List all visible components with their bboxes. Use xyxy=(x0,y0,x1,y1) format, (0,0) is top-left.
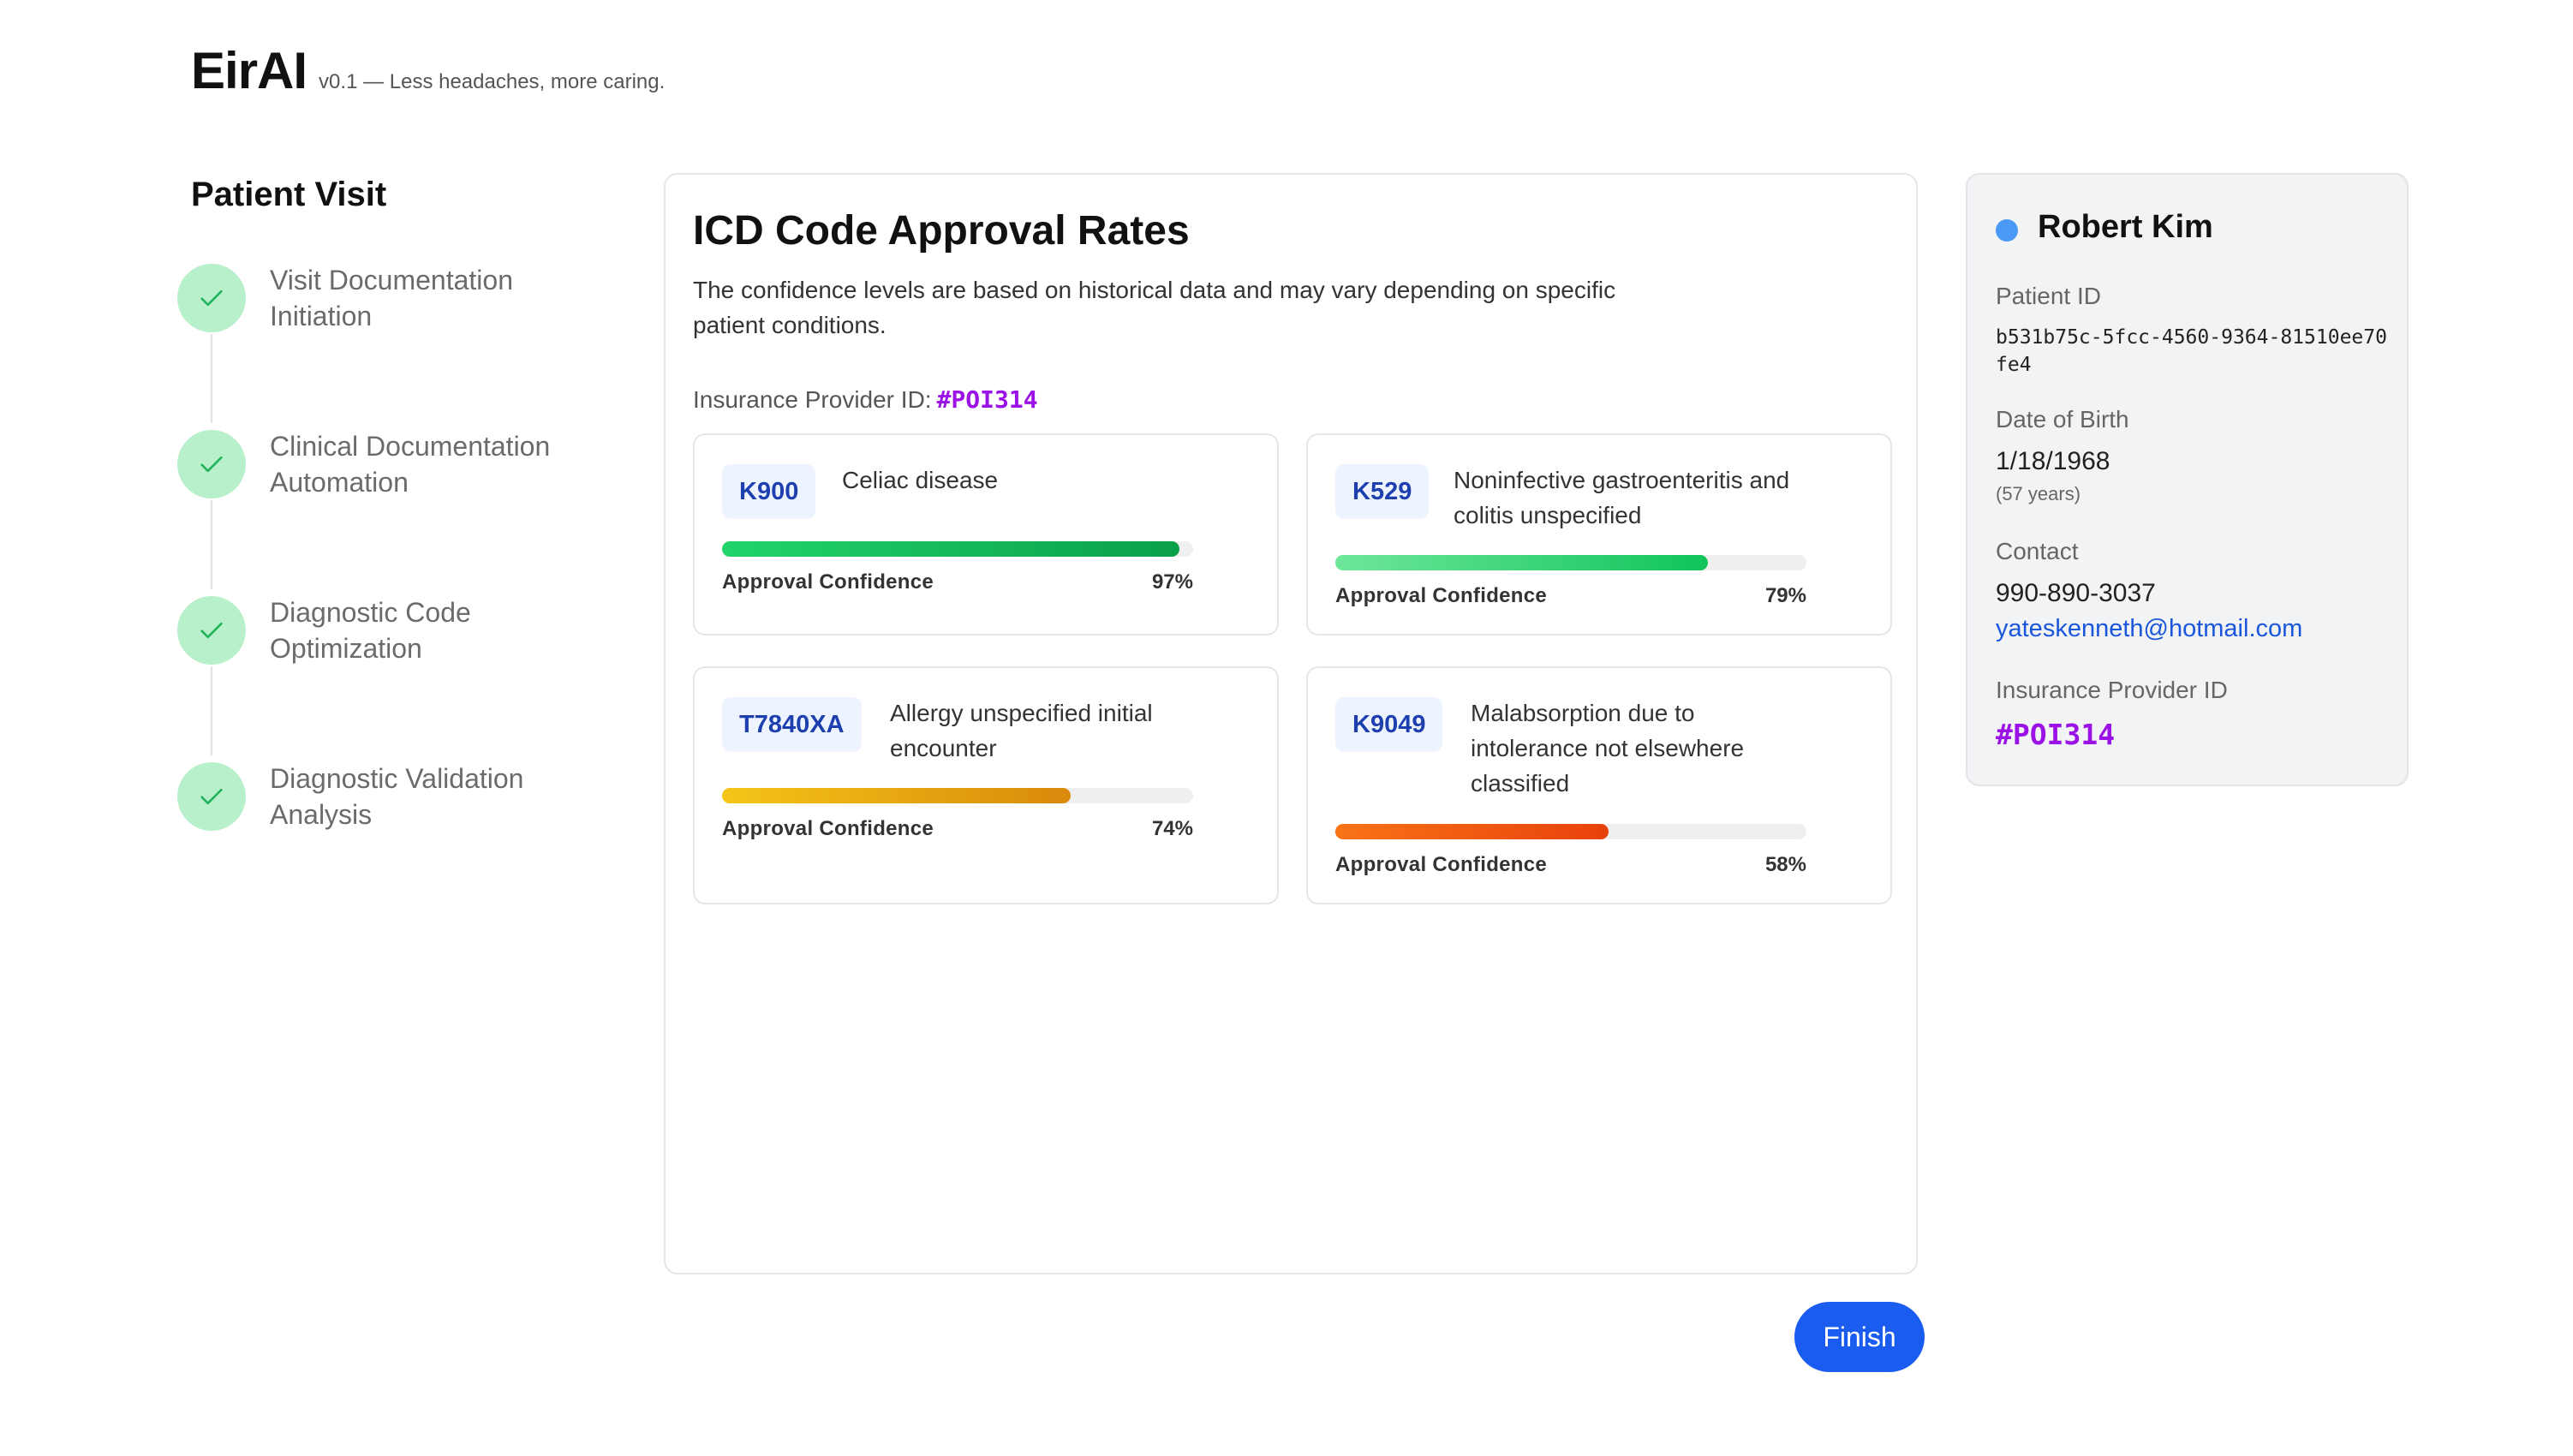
confidence-label: Approval Confidence xyxy=(1335,853,1548,876)
contact-label: Contact xyxy=(1996,538,2079,564)
insurance-provider-label: Insurance Provider ID: xyxy=(693,386,932,413)
icd-code-card[interactable]: K9049 Malabsorption due to intolerance n… xyxy=(1306,666,1892,904)
check-icon xyxy=(177,430,246,498)
confidence-bar-fill xyxy=(1335,824,1609,839)
check-icon xyxy=(177,596,246,665)
confidence-label: Approval Confidence xyxy=(722,817,934,840)
step-label: Diagnostic Code Optimization xyxy=(270,597,471,664)
confidence-value: 79% xyxy=(1764,584,1806,607)
status-dot-icon xyxy=(1996,219,2018,242)
app-tagline: v0.1 — Less headaches, more caring. xyxy=(319,70,666,93)
step-label: Clinical Documentation Automation xyxy=(270,431,551,498)
confidence-bar xyxy=(722,541,1193,557)
confidence-value: 74% xyxy=(1151,817,1193,840)
patient-id-value: b531b75c-5fcc-4560-9364-81510ee70fe4 xyxy=(1996,326,2387,376)
confidence-label: Approval Confidence xyxy=(722,570,934,594)
insurance-provider-id: #POI314 xyxy=(936,385,1038,414)
confidence-bar xyxy=(1335,824,1806,839)
step-connector xyxy=(211,666,212,755)
icd-code-description: Allergy unspecified initial encounter xyxy=(890,700,1153,761)
insurance-provider-line: Insurance Provider ID: #POI314 xyxy=(693,385,1038,414)
icd-code-badge: K529 xyxy=(1335,464,1430,519)
age-value: (57 years) xyxy=(1996,483,2081,504)
stepper-title: Patient Visit xyxy=(191,176,387,213)
app-header: EirAI v0.1 — Less headaches, more caring… xyxy=(191,41,665,100)
step-clinical-documentation[interactable]: Clinical Documentation Automation xyxy=(177,423,623,589)
visit-stepper: Visit Documentation Initiation Clinical … xyxy=(177,257,623,922)
insurance-provider-id-label: Insurance Provider ID xyxy=(1996,677,2228,703)
contact-phone: 990-890-3037 xyxy=(1996,579,2156,607)
icd-code-badge: K9049 xyxy=(1335,697,1443,752)
confidence-label: Approval Confidence xyxy=(1335,584,1548,607)
patient-name: Robert Kim xyxy=(2038,209,2213,245)
icd-code-description: Malabsorption due to intolerance not els… xyxy=(1471,700,1745,797)
confidence-bar-fill xyxy=(722,788,1071,803)
page-title: ICD Code Approval Rates xyxy=(693,208,1190,254)
patient-info-card: Robert Kim Patient ID b531b75c-5fcc-4560… xyxy=(1966,173,2409,786)
step-label: Diagnostic Validation Analysis xyxy=(270,763,524,830)
contact-email[interactable]: yateskenneth@hotmail.com xyxy=(1996,615,2303,642)
icd-approval-panel: ICD Code Approval Rates The confidence l… xyxy=(664,173,1918,1274)
dob-label: Date of Birth xyxy=(1996,406,2129,433)
patient-id-label: Patient ID xyxy=(1996,283,2101,309)
icd-code-description: Noninfective gastroenteritis and colitis… xyxy=(1454,467,1790,528)
icd-code-card[interactable]: K900 Celiac disease Approval Confidence … xyxy=(693,433,1279,636)
icd-code-description: Celiac disease xyxy=(842,467,999,493)
icd-code-badge: K900 xyxy=(722,464,816,519)
icd-code-card[interactable]: K529 Noninfective gastroenteritis and co… xyxy=(1306,433,1892,636)
step-connector xyxy=(211,500,212,589)
confidence-value: 58% xyxy=(1764,853,1806,876)
icd-code-badge: T7840XA xyxy=(722,697,862,752)
step-connector xyxy=(211,334,212,423)
icd-code-card[interactable]: T7840XA Allergy unspecified initial enco… xyxy=(693,666,1279,904)
confidence-bar-fill xyxy=(722,541,1179,557)
finish-button[interactable]: Finish xyxy=(1794,1302,1925,1372)
check-icon xyxy=(177,264,246,332)
dob-value: 1/18/1968 xyxy=(1996,447,2110,475)
confidence-value: 97% xyxy=(1151,570,1193,594)
step-label: Visit Documentation Initiation xyxy=(270,265,513,331)
confidence-bar-fill xyxy=(1335,555,1708,570)
confidence-bar xyxy=(722,788,1193,803)
app-logo: EirAI xyxy=(191,42,307,99)
confidence-bar xyxy=(1335,555,1806,570)
step-visit-documentation[interactable]: Visit Documentation Initiation xyxy=(177,257,623,423)
step-diagnostic-validation[interactable]: Diagnostic Validation Analysis xyxy=(177,755,623,922)
check-icon xyxy=(177,762,246,831)
insurance-provider-id-value: #POI314 xyxy=(1996,718,2116,751)
step-diagnostic-code-optimization[interactable]: Diagnostic Code Optimization xyxy=(177,589,623,755)
page-description: The confidence levels are based on histo… xyxy=(693,277,1616,338)
